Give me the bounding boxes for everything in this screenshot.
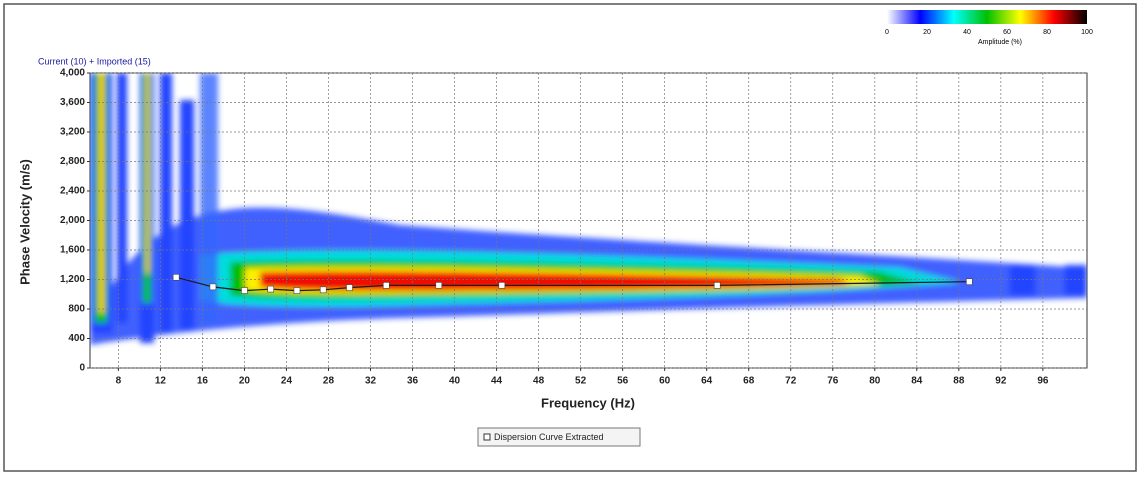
x-tick-label: 56	[617, 376, 629, 387]
x-tick-label: 96	[1037, 376, 1049, 387]
curve-point	[172, 273, 180, 281]
x-tick-label: 8	[116, 376, 122, 387]
x-tick-label: 84	[911, 376, 923, 387]
y-tick-label: 4,000	[60, 68, 85, 79]
legend-entry: Dispersion Curve Extracted	[494, 432, 604, 442]
amplitude-image	[90, 73, 1087, 345]
x-tick-label: 36	[407, 376, 419, 387]
x-tick-label: 92	[995, 376, 1007, 387]
subtitle: Current (10) + Imported (15)	[38, 56, 151, 66]
y-axis-label: Phase Velocity (m/s)	[17, 159, 32, 285]
x-tick-label: 12	[155, 376, 167, 387]
x-tick-label: 68	[743, 376, 755, 387]
dispersion-curve	[175, 276, 970, 292]
x-tick-label: 20	[239, 376, 251, 387]
colorbar-label: Amplitude (%)	[978, 39, 1022, 46]
y-tick-label: 400	[68, 333, 85, 344]
y-tick-label: 0	[79, 363, 85, 374]
colorbar-tick-label: 20	[923, 29, 931, 36]
curve-point	[241, 287, 248, 294]
x-tick-label: 48	[533, 376, 545, 387]
y-tick-label: 2,400	[60, 186, 85, 197]
legend-marker	[483, 433, 491, 441]
y-tick-label: 1,600	[60, 245, 85, 256]
colorbar-tick-label: 40	[963, 29, 971, 36]
colorbar	[887, 10, 1087, 24]
x-tick-label: 52	[575, 376, 587, 387]
curve-point	[713, 282, 721, 289]
y-tick-label: 800	[68, 304, 85, 315]
curve-point	[319, 286, 327, 294]
x-tick-label: 28	[323, 376, 335, 387]
x-tick-label: 44	[491, 376, 503, 387]
curve-point	[346, 284, 353, 291]
curve-point	[382, 282, 390, 289]
y-tick-label: 2,000	[60, 215, 85, 226]
y-tick-label: 1,200	[60, 274, 85, 285]
x-tick-label: 64	[701, 376, 713, 387]
y-tick-label: 2,800	[60, 156, 85, 167]
curve-point	[209, 283, 217, 291]
colorbar-tick-label: 80	[1043, 29, 1051, 36]
colorbar-tick-label: 100	[1081, 29, 1093, 36]
curve-point	[498, 282, 506, 289]
y-tick-label: 3,600	[60, 97, 85, 108]
curve-point	[293, 287, 301, 294]
curve-point	[435, 282, 443, 289]
x-tick-label: 72	[785, 376, 797, 387]
curve-point	[267, 285, 274, 293]
x-tick-label: 24	[281, 376, 293, 387]
y-tick-label: 3,200	[60, 127, 85, 138]
x-tick-label: 88	[953, 376, 965, 387]
x-tick-label: 60	[659, 376, 671, 387]
colorbar-tick-label: 60	[1003, 29, 1011, 36]
x-tick-label: 40	[449, 376, 461, 387]
curve-point	[966, 278, 973, 286]
x-tick-label: 16	[197, 376, 209, 387]
legend-box[interactable]	[477, 427, 641, 447]
legend: Dispersion Curve Extracted	[477, 427, 641, 447]
x-axis-label: Frequency (Hz)	[541, 395, 635, 410]
x-tick-label: 76	[827, 376, 839, 387]
colorbar-tick-label: 0	[885, 29, 889, 36]
x-tick-label: 32	[365, 376, 377, 387]
x-tick-label: 80	[869, 376, 881, 387]
